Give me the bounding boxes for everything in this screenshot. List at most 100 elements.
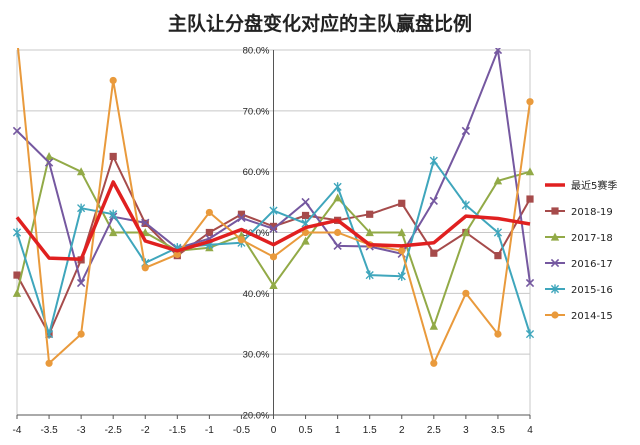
data-point-marker (398, 247, 406, 255)
x-tick-label: -0.5 (233, 425, 251, 436)
data-point-marker (493, 227, 503, 238)
data-point-marker (301, 211, 310, 220)
data-point-marker (237, 236, 246, 244)
data-point-marker (429, 196, 438, 206)
y-tick-label: 50.0% (243, 228, 270, 239)
data-point-marker (333, 241, 342, 251)
data-point-marker (141, 264, 149, 272)
data-point-marker (45, 359, 53, 367)
series-2016-17 (12, 48, 535, 288)
legend-item: 2015-16 (545, 284, 613, 296)
x-tick-label: 3.5 (491, 425, 505, 436)
data-point-marker (269, 206, 278, 216)
data-point-marker (44, 158, 54, 167)
x-tick-label: -3.5 (40, 425, 58, 436)
x-tick-label: 2 (399, 425, 405, 436)
x-tick-label: -1.5 (169, 425, 187, 436)
data-point-marker (494, 252, 502, 260)
data-point-marker (429, 156, 438, 166)
legend-item: 2017-18 (545, 232, 613, 244)
data-point-marker (429, 321, 439, 330)
series-group (12, 48, 535, 367)
data-point-marker (461, 126, 471, 136)
data-point-marker (551, 207, 559, 215)
data-point-marker (462, 289, 470, 297)
data-point-marker (109, 209, 118, 219)
legend-label: 2017-18 (571, 233, 613, 244)
legend-label: 2018-19 (571, 207, 613, 218)
legend-label: 2015-16 (571, 285, 613, 296)
data-point-marker (550, 232, 560, 241)
data-point-marker (109, 152, 117, 161)
data-point-marker (301, 197, 310, 207)
data-point-marker (430, 359, 438, 367)
data-point-marker (461, 200, 470, 210)
y-tick-label: 60.0% (243, 167, 270, 178)
legend-label: 2014-15 (571, 311, 613, 322)
legend-label: 最近5赛季 (571, 179, 617, 192)
data-point-marker (237, 210, 246, 218)
legend: 最近5赛季 2018-19 2017-18 2016-17 2015-16 2014-15 (545, 179, 617, 322)
data-point-marker (550, 258, 560, 268)
data-point-marker (493, 176, 503, 185)
data-point-marker (461, 228, 471, 237)
data-point-marker (77, 330, 85, 338)
data-point-marker (366, 210, 374, 218)
x-tick-label: 1 (335, 425, 341, 436)
legend-item: 2014-15 (545, 311, 613, 322)
x-tick-label: -1 (205, 425, 214, 436)
data-point-marker (333, 182, 342, 192)
data-point-marker (44, 152, 54, 161)
x-tick-label: 0.5 (299, 425, 313, 436)
x-tick-label: 2.5 (427, 425, 441, 436)
data-point-marker (493, 48, 503, 55)
x-tick-label: -2 (141, 425, 150, 436)
data-point-marker (269, 253, 278, 261)
legend-label: 2016-17 (571, 259, 613, 270)
data-point-marker (301, 236, 310, 245)
data-point-marker (205, 228, 213, 237)
data-point-marker (173, 250, 181, 258)
data-point-marker (526, 195, 534, 203)
data-point-marker (397, 228, 406, 237)
chart-title: 主队让分盘变化对应的主队赢盘比例 (168, 12, 472, 35)
legend-item: 2018-19 (545, 207, 613, 218)
data-point-marker (269, 224, 278, 234)
data-point-marker (108, 228, 118, 237)
data-point-marker (333, 193, 342, 202)
x-tick-label: -4 (13, 425, 22, 436)
data-point-marker (398, 199, 406, 207)
data-point-marker (76, 167, 86, 176)
data-point-marker (12, 227, 22, 238)
y-tick-label: 70.0% (243, 106, 270, 117)
data-point-marker (269, 222, 278, 231)
data-point-marker (77, 203, 86, 213)
data-point-marker (525, 278, 535, 288)
x-tick-label: 1.5 (363, 425, 377, 436)
x-tick-label: 0 (271, 425, 277, 436)
x-tick-label: 3 (463, 425, 469, 436)
x-tick-label: 4 (527, 425, 533, 436)
data-point-marker (550, 284, 560, 294)
series-最近5赛季 (15, 180, 531, 262)
data-point-marker (141, 218, 150, 227)
data-point-marker (365, 270, 374, 280)
y-tick-label: 80.0% (243, 46, 270, 57)
x-tick-label: -2.5 (105, 425, 123, 436)
data-point-marker (12, 288, 22, 297)
data-point-marker (526, 98, 534, 106)
data-point-marker (551, 311, 559, 319)
y-tick-label: 30.0% (243, 350, 270, 361)
y-tick-label: 40.0% (243, 289, 270, 300)
legend-item: 2016-17 (545, 258, 613, 270)
data-point-marker (334, 228, 342, 237)
data-point-marker (12, 126, 22, 136)
data-point-marker (430, 249, 438, 257)
data-point-marker (109, 76, 117, 85)
series-line (15, 180, 531, 262)
x-tick-label: -3 (77, 425, 86, 436)
data-point-marker (205, 208, 213, 217)
data-point-marker (525, 167, 535, 176)
data-point-marker (525, 329, 535, 339)
